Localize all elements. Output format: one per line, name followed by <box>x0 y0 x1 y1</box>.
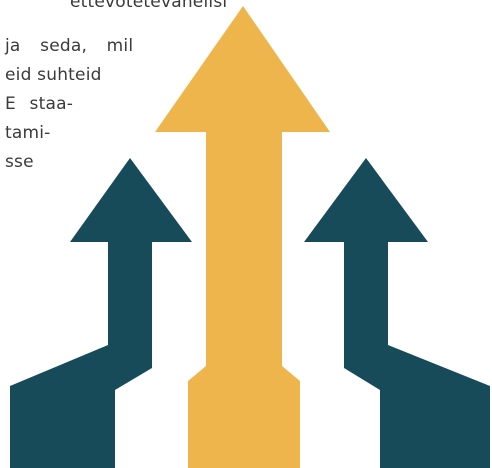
arrow-up-right-icon <box>304 158 490 468</box>
text-line: tami- <box>5 123 51 143</box>
text-line: eid suhteid <box>5 65 102 85</box>
text-line: ettevõtetevahelisi <box>70 0 228 12</box>
text-line: E staa- <box>5 94 74 114</box>
arrow-up-center-icon <box>155 6 330 468</box>
text-fragment: ettevõtetevahelisi ja seda, mil eid suht… <box>0 0 227 200</box>
arrow-up-left-icon <box>10 158 192 468</box>
text-line: sse <box>5 152 34 172</box>
text-line: ja seda, mil <box>5 36 134 56</box>
